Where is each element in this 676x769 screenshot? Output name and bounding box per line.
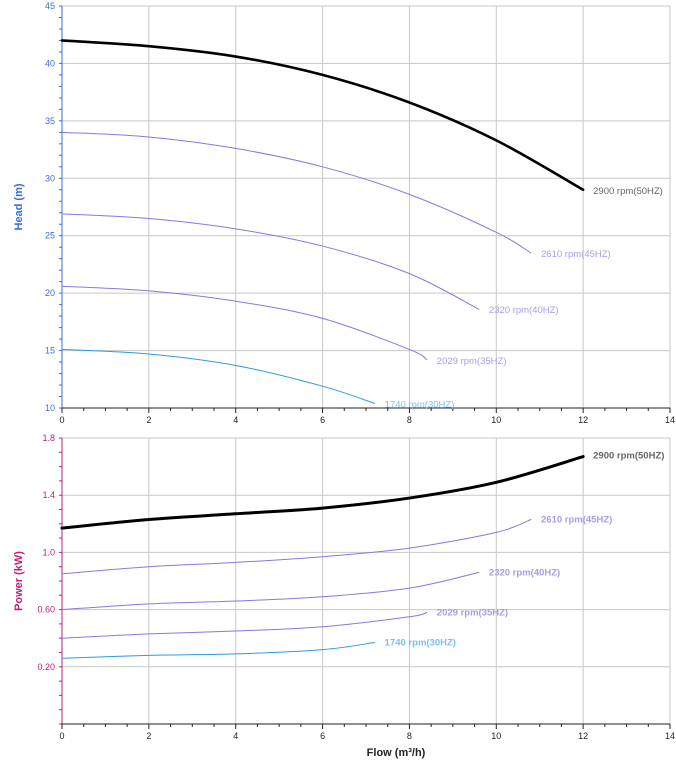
series-line xyxy=(61,571,480,611)
series-line xyxy=(61,131,532,254)
series-2029-rpm: 2029 rpm(35HZ) xyxy=(61,607,508,639)
series-2029-rpm: 2029 rpm(35HZ) xyxy=(61,285,507,367)
x-tick-label: 0 xyxy=(59,731,64,741)
series-label: 2029 rpm(35HZ) xyxy=(437,607,508,618)
y-tick-label: 40 xyxy=(45,58,55,68)
y-tick-label: 25 xyxy=(45,231,55,241)
x-tick-label: 12 xyxy=(578,731,588,741)
y-tick-label: 1.0 xyxy=(42,547,55,557)
head-panel: 10 15 20 25 30 35 40 45 0 2 4 6 8 10 12 14 Head (m) 2900 … xyxy=(13,1,675,425)
x-tick-label: 10 xyxy=(491,731,501,741)
series-2610-rpm: 2610 rpm(45HZ) xyxy=(61,131,611,260)
x-axis-title: Flow (m³/h) xyxy=(367,747,426,759)
series-1740-rpm: 1740 rpm(30HZ) xyxy=(61,348,455,410)
y-tick-label: 1.4 xyxy=(42,490,55,500)
series-line xyxy=(61,519,532,575)
series-line xyxy=(61,348,376,404)
x-tick-label: 2 xyxy=(146,731,151,741)
series-line xyxy=(60,455,585,530)
y-tick-label: 15 xyxy=(45,346,55,356)
x-tick-label: 2 xyxy=(146,415,151,425)
x-tick-label: 10 xyxy=(491,415,501,425)
x-tick-label: 0 xyxy=(59,415,64,425)
y-axis-title: Head (m) xyxy=(13,183,25,230)
series-2900-rpm: 2900 rpm(50HZ) xyxy=(60,451,664,530)
series-label: 2610 rpm(45HZ) xyxy=(541,515,612,526)
y-tick-label: 35 xyxy=(45,116,55,126)
y-tick-label: 30 xyxy=(45,173,55,183)
x-tick-label: 6 xyxy=(320,415,325,425)
series-label: 2900 rpm(50HZ) xyxy=(593,186,663,197)
x-tick-label: 12 xyxy=(578,415,588,425)
y-tick-label: 0.60 xyxy=(37,605,55,615)
x-tick-label: 8 xyxy=(407,415,412,425)
y-tick-label: 1.8 xyxy=(42,433,55,443)
series-label: 2610 rpm(45HZ) xyxy=(541,249,611,260)
series-label: 1740 rpm(30HZ) xyxy=(385,637,456,648)
series-2610-rpm: 2610 rpm(45HZ) xyxy=(61,515,612,575)
y-tick-label: 0.20 xyxy=(37,662,55,672)
series-2320-rpm: 2320 rpm(40HZ) xyxy=(61,567,560,611)
series-2900-rpm: 2900 rpm(50HZ) xyxy=(60,39,663,197)
series-2320-rpm: 2320 rpm(40HZ) xyxy=(61,213,559,316)
power-panel: 0.20 0.60 1.0 1.4 1.8 0 2 4 6 8 10 12 14 Power (kW) Fl… xyxy=(13,433,675,759)
x-tick-label: 4 xyxy=(233,731,238,741)
series-line xyxy=(61,213,480,310)
gridlines xyxy=(62,437,671,724)
gridlines xyxy=(62,5,671,409)
series-label: 2900 rpm(50HZ) xyxy=(593,451,664,462)
y-tick-label: 20 xyxy=(45,288,55,298)
series-line xyxy=(61,641,376,659)
y-axis-title: Power (kW) xyxy=(13,551,25,611)
x-tick-label: 8 xyxy=(407,731,412,741)
x-tick-label: 14 xyxy=(665,731,675,741)
series-label: 2320 rpm(40HZ) xyxy=(489,567,560,578)
x-tick-label: 6 xyxy=(320,731,325,741)
y-tick-label: 45 xyxy=(45,1,55,11)
y-tick-label: 10 xyxy=(45,403,55,413)
series-label: 2029 rpm(35HZ) xyxy=(437,356,507,367)
series-line xyxy=(60,39,585,192)
series-1740-rpm: 1740 rpm(30HZ) xyxy=(61,637,456,659)
x-tick-label: 14 xyxy=(665,415,675,425)
series-label: 1740 rpm(30HZ) xyxy=(385,399,455,410)
series-line xyxy=(61,611,428,639)
series-label: 2320 rpm(40HZ) xyxy=(489,305,559,316)
x-tick-label: 4 xyxy=(233,415,238,425)
series-line xyxy=(61,285,428,361)
